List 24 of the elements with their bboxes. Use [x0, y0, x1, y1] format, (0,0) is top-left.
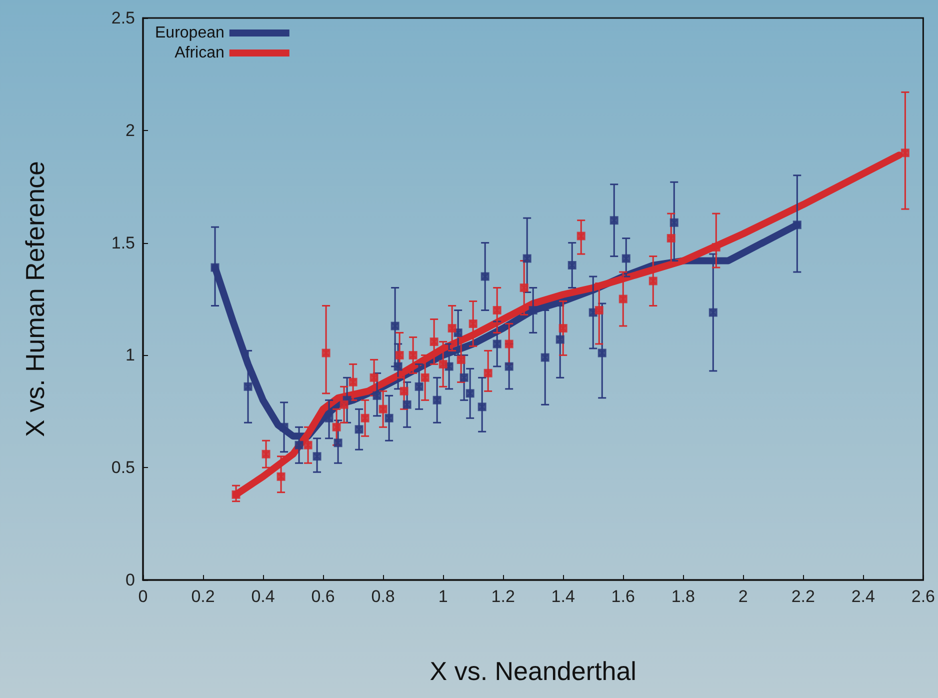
x-tick-label: 0.6	[311, 587, 335, 606]
y-tick-label: 0	[126, 570, 135, 590]
y-tick-label: 2.5	[111, 8, 135, 28]
x-tick-label: 1	[438, 587, 448, 606]
x-tick-label: 0.8	[371, 587, 395, 606]
y-tick-label: 2	[126, 120, 135, 140]
x-tick-label: 0.2	[191, 587, 215, 606]
x-tick-label: 1.2	[491, 587, 515, 606]
x-tick-label: 0.4	[251, 587, 275, 606]
x-tick-label: 1.4	[551, 587, 575, 606]
x-tick-label: 2	[738, 587, 748, 606]
y-tick-label: 0.5	[111, 458, 135, 478]
y-tick-label: 1	[126, 346, 135, 365]
x-tick-label: 1.8	[671, 587, 695, 606]
y-tick-label: 1.5	[111, 233, 135, 252]
x-tick-label: 0	[138, 587, 148, 606]
x-tick-label: 2.4	[851, 587, 875, 606]
y-axis-title: X vs. Human Reference	[20, 160, 50, 438]
x-tick-label: 2.2	[791, 587, 815, 606]
x-tick-label: 1.6	[611, 587, 635, 606]
legend-label: African	[174, 44, 224, 62]
x-tick-label: 2.6	[911, 587, 936, 606]
x-axis-title: X vs. Neanderthal	[430, 656, 636, 686]
legend-label: European	[155, 24, 224, 42]
